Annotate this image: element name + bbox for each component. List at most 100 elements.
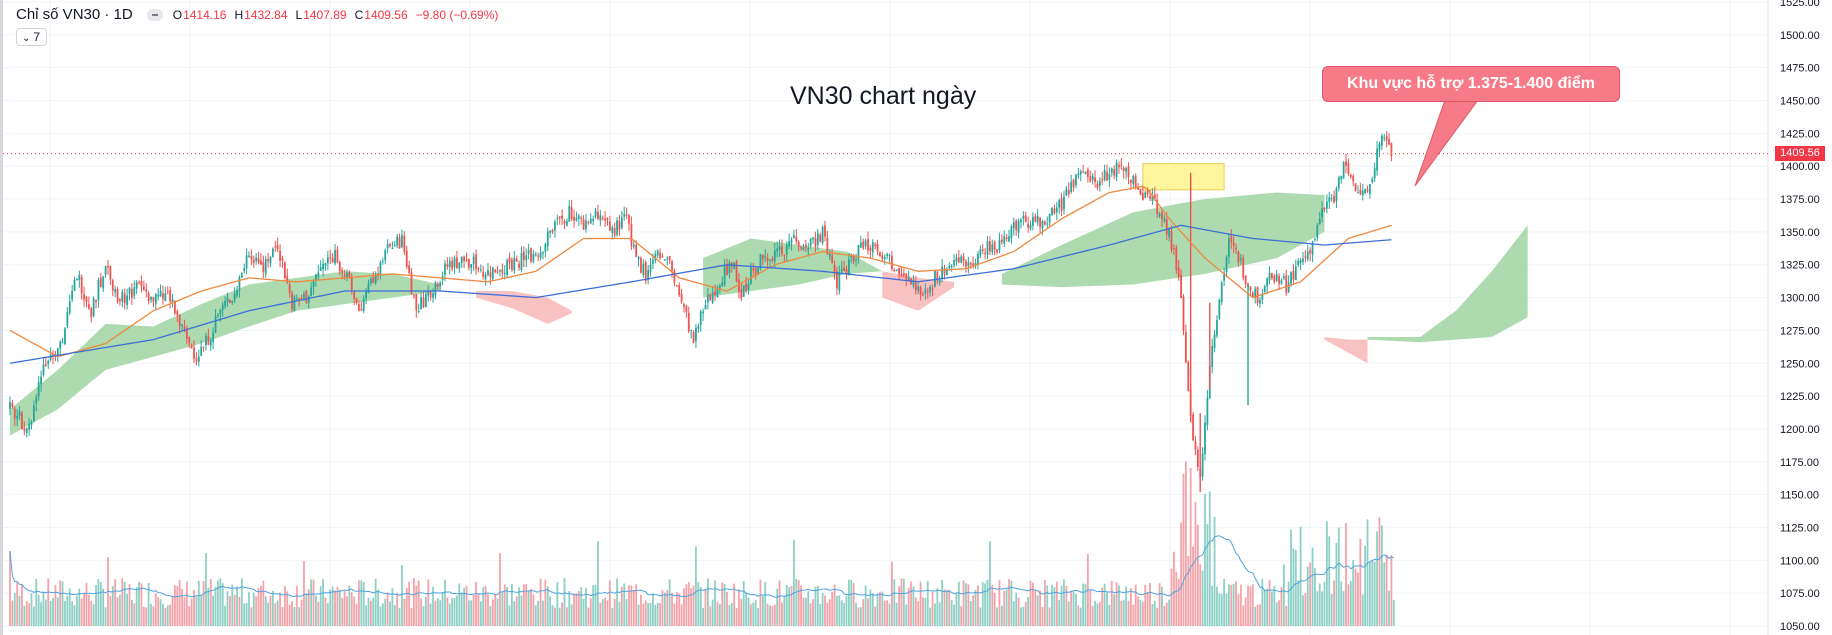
volume-bar: [245, 602, 248, 626]
volume-bar: [68, 588, 71, 626]
volume-bar: [771, 605, 774, 626]
volume-bar: [264, 596, 267, 626]
candle-body: [644, 261, 647, 282]
last-price-badge: 1409.56: [1775, 146, 1825, 161]
volume-bar: [102, 588, 105, 626]
volume-bar: [919, 581, 922, 626]
candle-body: [726, 265, 728, 276]
y-tick-label: 1150.00: [1780, 490, 1819, 502]
candle-body: [1041, 221, 1044, 229]
volume-bar: [312, 579, 315, 626]
candle-body: [470, 263, 473, 268]
candle-body: [1290, 272, 1292, 284]
candle-body: [367, 283, 370, 294]
candle-body: [893, 270, 896, 272]
candle-body: [116, 289, 119, 302]
candle-body: [917, 286, 920, 291]
candle-body: [243, 268, 246, 271]
volume-bar: [212, 595, 215, 626]
candle-body: [1225, 256, 1228, 272]
candle-body: [188, 337, 191, 343]
candle-body: [711, 292, 714, 303]
candle-body: [1249, 286, 1252, 291]
candle-body: [1027, 223, 1030, 228]
candle-body: [150, 296, 152, 300]
candle-body: [40, 376, 42, 385]
candle-body: [424, 293, 427, 308]
volume-bar: [647, 603, 650, 626]
volume-bar: [981, 582, 984, 626]
volume-bar: [176, 585, 179, 626]
volume-bar: [1318, 583, 1321, 626]
candle-body: [1055, 207, 1058, 213]
volume-bar: [702, 607, 704, 626]
candle-body: [1017, 220, 1020, 233]
volume-bar: [1309, 562, 1312, 626]
volume-bar: [202, 581, 205, 626]
volume-bar: [326, 603, 329, 626]
volume-bar: [279, 592, 281, 626]
volume-bar: [1144, 585, 1147, 626]
volume-bar: [671, 592, 673, 626]
volume-bar: [1187, 556, 1190, 626]
candle-body: [475, 254, 477, 270]
candle-body: [460, 257, 463, 264]
volume-bar: [1089, 590, 1092, 626]
volume-bar: [496, 598, 499, 626]
candle-body: [341, 269, 344, 273]
visibility-toggle-icon[interactable]: [146, 8, 163, 21]
volume-bar: [293, 607, 296, 626]
close-value: C1409.56: [354, 7, 408, 22]
volume-bar: [80, 598, 83, 626]
candle-body: [9, 401, 11, 409]
volume-bar: [52, 598, 54, 626]
volume-bar: [1177, 578, 1180, 626]
candle-body: [1349, 174, 1352, 177]
volume-bar: [934, 603, 936, 626]
volume-bar: [742, 580, 745, 626]
volume-bar: [776, 588, 779, 626]
volume-bar: [1115, 582, 1118, 626]
volume-bar: [408, 581, 411, 626]
volume-bar: [1094, 600, 1096, 626]
candle-body: [685, 305, 688, 313]
candle-body: [398, 236, 401, 249]
candle-body: [1113, 169, 1116, 176]
volume-bar: [324, 597, 327, 626]
volume-bar: [1122, 600, 1125, 626]
volume-bar: [305, 593, 308, 626]
candle-body: [1158, 214, 1161, 217]
candle-body: [66, 312, 69, 327]
volume-bar: [769, 605, 771, 626]
candle-body: [1077, 173, 1080, 176]
volume-bars: [9, 461, 1395, 626]
volume-bar: [824, 595, 826, 626]
open-value: O1414.16: [172, 7, 227, 22]
volume-bar: [470, 600, 473, 626]
candle-body: [283, 262, 286, 279]
volume-bar: [577, 591, 580, 626]
candle-body: [381, 261, 384, 263]
candle-body: [668, 255, 671, 261]
candle-body: [984, 253, 987, 255]
candle-body: [759, 254, 762, 269]
y-tick-label: 1475.00: [1780, 63, 1820, 75]
volume-bar: [269, 595, 272, 626]
indicators-collapse-button[interactable]: ⌄ 7: [16, 28, 48, 46]
candle-body: [207, 336, 210, 345]
volume-bar: [446, 597, 449, 626]
candle-body: [494, 269, 497, 273]
candle-body: [589, 218, 592, 224]
candle-body: [929, 286, 932, 293]
volume-bar: [1256, 604, 1259, 626]
volume-bar: [13, 592, 16, 626]
volume-bar: [1048, 607, 1051, 626]
volume-bar: [25, 600, 28, 626]
volume-bar: [1070, 590, 1073, 626]
candle-body: [1058, 200, 1061, 208]
volume-bar: [709, 606, 712, 626]
candle-body: [864, 240, 867, 247]
candle-body: [1192, 414, 1194, 441]
candle-body: [142, 286, 145, 291]
support-zone-callout[interactable]: Khu vực hỗ trợ 1.375-1.400 điểm: [1322, 66, 1620, 102]
